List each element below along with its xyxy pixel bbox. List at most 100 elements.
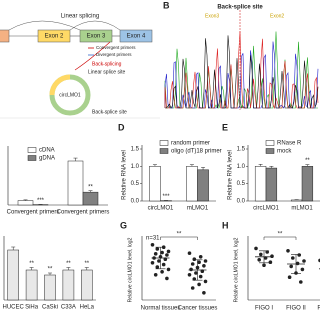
panel-label: B xyxy=(163,0,170,10)
point xyxy=(202,291,206,295)
x-tick-label: Cancer tissues xyxy=(178,306,218,312)
point xyxy=(270,254,274,258)
bar xyxy=(301,166,314,202)
y-tick-label: 1.0 xyxy=(237,164,246,170)
x-tick-label: CaSki xyxy=(42,305,58,311)
bar xyxy=(197,169,209,202)
y-tick-label: 0.5 xyxy=(237,181,246,187)
point xyxy=(150,243,155,247)
x-tick-label: HeLa xyxy=(80,305,95,311)
point xyxy=(262,263,266,268)
bar xyxy=(25,269,38,301)
error-bar xyxy=(29,267,34,270)
point xyxy=(197,260,201,265)
x-tick-label: mLMO1 xyxy=(187,206,209,212)
point xyxy=(289,264,294,269)
point xyxy=(302,259,306,263)
x-tick-label: mLMO1 xyxy=(291,206,313,212)
point xyxy=(187,273,192,277)
legend-label: mock xyxy=(277,149,292,155)
point xyxy=(160,250,164,255)
significance: ** xyxy=(278,232,283,238)
label: Back-splicing xyxy=(92,61,122,67)
significance: ** xyxy=(66,261,71,267)
error-bar xyxy=(201,167,206,170)
point xyxy=(268,260,273,265)
x-tick-label: FIGO II xyxy=(286,306,306,312)
label: Linear splice site xyxy=(88,69,125,75)
point xyxy=(155,265,160,269)
legend-label: gDNA xyxy=(39,156,55,162)
bar xyxy=(254,166,267,202)
x-tick-label: FIGO III xyxy=(317,306,320,312)
exon-label: Exon 2 xyxy=(45,34,64,40)
legend-swatch xyxy=(265,140,275,146)
point xyxy=(161,262,166,267)
significance: ** xyxy=(48,267,53,273)
point xyxy=(150,261,155,265)
legend-swatch xyxy=(265,148,275,154)
x-tick-label: C33A xyxy=(61,305,76,311)
significance: ** xyxy=(84,261,89,267)
bar xyxy=(149,166,161,202)
y-tick-label: 1.5 xyxy=(237,147,246,153)
point xyxy=(198,254,203,259)
y-tick-label: 1.5 xyxy=(131,147,140,153)
legend-label: oligo (dT)18 primer xyxy=(171,149,222,155)
bar xyxy=(7,249,19,301)
point xyxy=(166,249,171,254)
y-axis-label: Relative RNA level xyxy=(228,150,234,200)
y-axis-label: Relative circLMO1 level, log2 xyxy=(233,237,239,302)
point xyxy=(155,247,160,251)
bar xyxy=(290,199,303,202)
point xyxy=(203,279,208,284)
y-tick-label: 0.0 xyxy=(131,199,140,205)
legend-label: RNase R xyxy=(277,141,302,147)
legend-swatch xyxy=(27,147,37,153)
bar xyxy=(44,274,56,301)
significance: *** xyxy=(163,194,171,200)
point xyxy=(198,274,203,279)
error-bar xyxy=(269,166,274,169)
point xyxy=(166,267,171,272)
panel-label: G xyxy=(120,220,127,230)
point xyxy=(254,246,258,251)
point xyxy=(286,249,290,253)
legend-swatch xyxy=(159,148,169,154)
point xyxy=(257,258,262,262)
legend-label: random primer xyxy=(171,141,210,147)
label: Exon3 xyxy=(205,13,219,19)
label: Exon2 xyxy=(270,13,284,19)
point xyxy=(157,259,161,263)
bracket xyxy=(160,236,198,240)
x-tick-label: HUCEC xyxy=(3,305,25,311)
point xyxy=(165,253,169,257)
note: n=31 xyxy=(146,236,160,242)
error-bar xyxy=(23,199,28,201)
exon-label: Exon 3 xyxy=(87,34,106,40)
label: Linear splicing xyxy=(61,14,99,20)
x-tick-label: Convergent primers xyxy=(57,210,110,216)
point xyxy=(259,252,263,257)
x-tick-label: circLMO1 xyxy=(148,206,174,212)
error-bar xyxy=(84,267,89,270)
y-tick-label: 1.0 xyxy=(131,164,140,170)
bar xyxy=(82,191,99,206)
point xyxy=(190,262,195,266)
significance: ** xyxy=(29,261,34,267)
point xyxy=(190,286,195,290)
sd-bar xyxy=(192,259,203,281)
point xyxy=(300,267,305,272)
bar xyxy=(62,269,75,301)
sd-bar xyxy=(259,250,269,264)
point xyxy=(203,259,208,263)
point xyxy=(287,275,292,280)
legend: Divergent primers xyxy=(96,52,132,57)
exon-label: Exon 4 xyxy=(127,34,146,40)
legend-swatch xyxy=(27,155,37,161)
point xyxy=(165,276,169,281)
x-tick-label: SiHa xyxy=(25,305,39,311)
y-tick-label: 0.5 xyxy=(131,181,140,187)
